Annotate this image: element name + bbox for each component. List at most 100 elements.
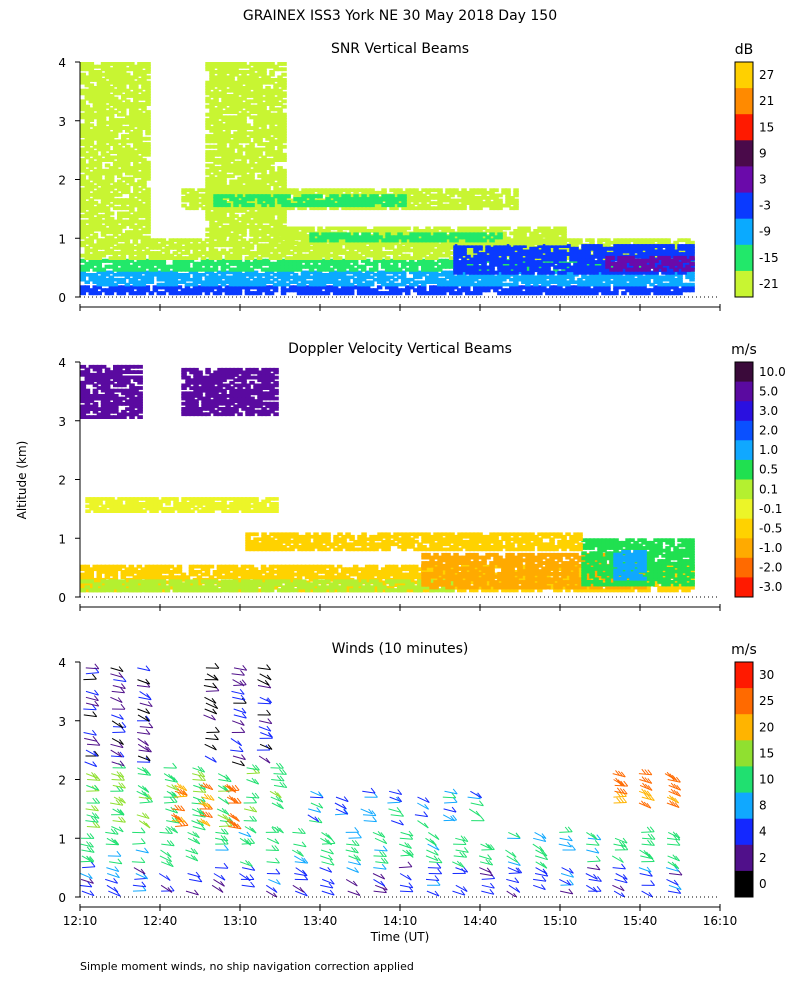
heatmap-cell <box>273 208 279 213</box>
heatmap-cell <box>88 200 95 205</box>
heatmap-cell <box>108 78 115 82</box>
heatmap-cell <box>88 150 95 154</box>
heatmap-cell <box>228 277 235 282</box>
heatmap-cell <box>641 282 647 287</box>
heatmap-cell <box>112 232 119 237</box>
heatmap-cell <box>80 240 86 245</box>
heatmap-cell <box>88 139 95 144</box>
heatmap-cell <box>273 142 279 146</box>
heatmap-cell <box>232 277 239 282</box>
heatmap-cell <box>121 134 127 138</box>
heatmap-cell <box>233 110 239 114</box>
heatmap-cell <box>80 182 86 187</box>
heatmap-cell <box>205 190 211 195</box>
heatmap-cell <box>425 258 431 263</box>
heatmap-cell <box>421 261 427 266</box>
heatmap-cell <box>104 192 111 197</box>
heatmap-cell <box>228 270 235 275</box>
heatmap-cell <box>100 273 107 277</box>
heatmap-cell <box>629 252 635 256</box>
heatmap-cell <box>621 270 627 275</box>
heatmap-cell <box>449 288 455 293</box>
heatmap-cell <box>405 280 411 284</box>
heatmap-cell <box>225 224 231 229</box>
heatmap-cell <box>145 86 151 90</box>
heatmap-cell <box>269 120 275 125</box>
heatmap-cell <box>145 208 151 213</box>
heatmap-cell <box>673 291 679 296</box>
heatmap-cell <box>209 136 215 141</box>
heatmap-cell <box>261 174 267 179</box>
heatmap-cell <box>133 150 139 154</box>
heatmap-cell <box>613 254 619 259</box>
heatmap-cell <box>269 232 275 237</box>
heatmap-cell <box>300 246 307 250</box>
heatmap-cell <box>425 275 431 280</box>
heatmap-cell <box>585 268 591 273</box>
heatmap-cell <box>209 80 215 85</box>
heatmap-cell <box>137 222 143 227</box>
heatmap-cell <box>192 280 199 284</box>
heatmap-cell <box>108 75 115 80</box>
heatmap-cell <box>233 168 239 173</box>
heatmap-cell <box>88 128 95 133</box>
heatmap-cell <box>164 248 171 253</box>
heatmap-cell <box>125 126 131 130</box>
heatmap-cell <box>133 192 139 197</box>
heatmap-cell <box>457 265 463 270</box>
heatmap-cell <box>152 285 159 290</box>
heatmap-cell <box>253 94 259 98</box>
heatmap-cell <box>625 277 631 282</box>
heatmap-cell <box>145 67 151 72</box>
heatmap-cell <box>125 147 131 152</box>
heatmap-cell <box>593 265 599 270</box>
heatmap-cell <box>316 291 323 296</box>
heatmap-cell <box>260 251 267 255</box>
heatmap-cell <box>273 158 279 162</box>
heatmap-cell <box>541 268 547 273</box>
heatmap-cell <box>441 285 447 290</box>
heatmap-cell <box>205 182 211 187</box>
heatmap-cell <box>433 285 439 290</box>
heatmap-cell <box>296 256 303 260</box>
heatmap-cell <box>92 211 99 216</box>
heatmap-cell <box>240 240 247 245</box>
heatmap-cell <box>565 238 571 243</box>
heatmap-cell <box>257 232 263 237</box>
heatmap-cell <box>112 83 119 88</box>
heatmap-cell <box>137 166 143 170</box>
heatmap-cell <box>265 203 271 208</box>
heatmap-cell <box>176 280 183 284</box>
heatmap-cell <box>673 277 679 282</box>
heatmap-cell <box>336 270 343 275</box>
heatmap-cell <box>601 249 607 254</box>
heatmap-cell <box>324 288 331 293</box>
heatmap-cell <box>117 144 123 149</box>
heatmap-cell <box>677 264 683 269</box>
heatmap-cell <box>509 257 515 262</box>
heatmap-cell <box>237 112 243 117</box>
heatmap-cell <box>605 255 611 260</box>
heatmap-cell <box>597 277 603 282</box>
heatmap-cell <box>417 280 423 284</box>
heatmap-cell <box>245 216 251 221</box>
heatmap-cell <box>589 257 595 262</box>
heatmap-cell <box>529 275 535 280</box>
heatmap-cell <box>453 244 459 248</box>
heatmap-cell <box>96 246 102 250</box>
heatmap-cell <box>209 120 215 125</box>
heatmap-cell <box>249 184 255 189</box>
heatmap-cell <box>108 240 115 245</box>
heatmap-cell <box>376 253 383 258</box>
heatmap-cell <box>417 291 423 296</box>
heatmap-layer <box>80 270 695 287</box>
heatmap-cell <box>104 99 111 104</box>
heatmap-cell <box>164 251 171 255</box>
heatmap-cell <box>689 277 695 282</box>
heatmap-cell <box>100 120 107 125</box>
heatmap-cell <box>521 291 527 296</box>
heatmap-cell <box>104 139 111 144</box>
heatmap-cell <box>88 110 95 114</box>
heatmap-cell <box>249 158 255 162</box>
heatmap-cell <box>108 99 115 104</box>
